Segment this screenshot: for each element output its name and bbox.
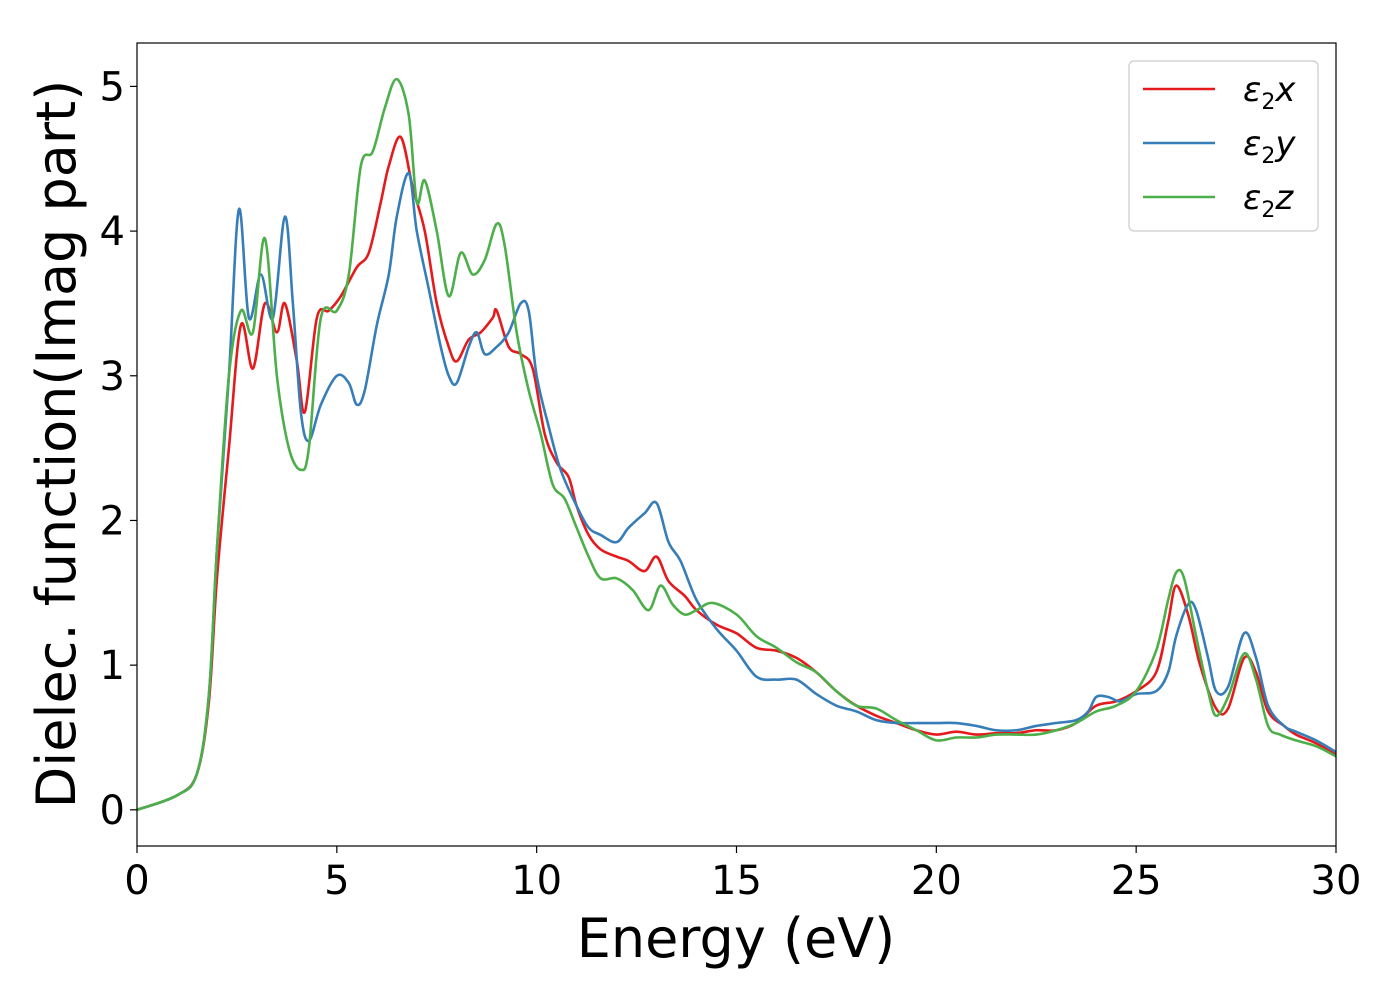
x-tick-label: 15: [711, 858, 762, 904]
legend-label-x: ε2x: [1243, 70, 1296, 115]
series-lines: [137, 77, 1336, 812]
x-tick-label: 30: [1311, 858, 1362, 904]
y-tick-label: 3: [100, 354, 125, 400]
x-tick-label: 10: [511, 858, 562, 904]
series-line-x: [137, 135, 1336, 812]
axes: 0 5 10 15 20 25 30 0 1 2 3 4 5: [100, 42, 1362, 904]
y-tick-label: 1: [100, 643, 125, 689]
x-tick-label: 25: [1111, 858, 1162, 904]
x-tick-label: 0: [124, 858, 149, 904]
y-tick-label: 0: [100, 788, 125, 834]
x-tick-label: 20: [911, 858, 962, 904]
plot-area: [137, 77, 1336, 812]
x-axis-label: Energy (eV): [577, 907, 896, 970]
series-line-y: [137, 171, 1336, 812]
legend-box: [1128, 60, 1319, 232]
legend-label-z: ε2z: [1243, 178, 1294, 223]
legend: ε2x ε2y ε2z: [1128, 60, 1319, 232]
y-axis-label: Dielec. function(Imag part): [25, 80, 88, 809]
y-tick-label: 4: [100, 209, 125, 255]
y-tick-label: 5: [100, 64, 125, 110]
legend-label-y: ε2y: [1243, 124, 1296, 169]
series-line-z: [137, 77, 1336, 812]
x-tick-label: 5: [324, 858, 349, 904]
y-tick-label: 2: [100, 498, 125, 544]
